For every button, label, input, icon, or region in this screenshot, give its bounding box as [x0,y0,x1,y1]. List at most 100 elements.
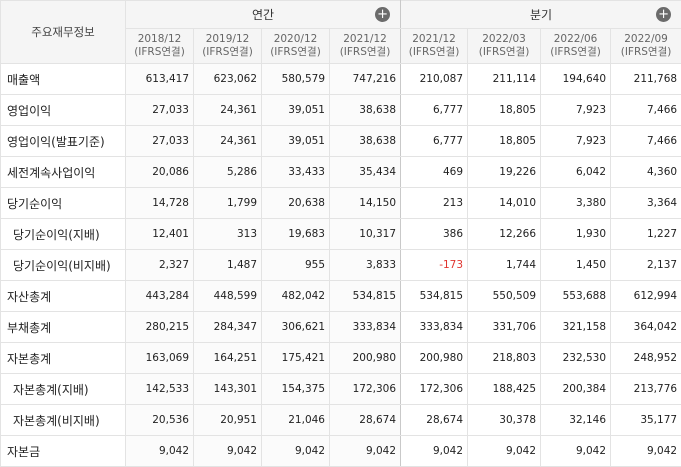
value-cell: 39,051 [262,95,330,126]
period-header: 2019/12(IFRS연결) [194,29,262,64]
value-cell: 32,146 [541,405,611,436]
value-cell: 386 [401,219,468,250]
row-label: 영업이익(발표기준) [1,126,126,157]
value-cell: 1,930 [541,219,611,250]
row-label: 자본금 [1,436,126,467]
value-cell: 7,923 [541,126,611,157]
value-cell: 14,728 [126,188,194,219]
value-cell: 7,466 [611,126,681,157]
value-cell: 333,834 [401,312,468,343]
row-label: 자본총계 [1,343,126,374]
row-label: 세전계속사업이익 [1,157,126,188]
period-basis: (IFRS연결) [194,46,261,59]
value-cell: 27,033 [126,126,194,157]
period-basis: (IFRS연결) [541,46,610,59]
quarter-label: 분기 [530,8,552,22]
value-cell: 194,640 [541,64,611,95]
value-cell: 20,951 [194,405,262,436]
period-basis: (IFRS연결) [262,46,329,59]
value-cell: 747,216 [330,64,401,95]
period-header: 2021/12(IFRS연결) [330,29,401,64]
value-cell: 28,674 [401,405,468,436]
value-cell: 154,375 [262,374,330,405]
period-date: 2022/03 [468,33,540,46]
value-cell: 2,327 [126,250,194,281]
value-cell: 35,177 [611,405,681,436]
value-cell: 6,777 [401,95,468,126]
period-basis: (IFRS연결) [126,46,193,59]
corner-label: 주요재무정보 [1,1,126,64]
period-header: 2022/09(IFRS연결) [611,29,681,64]
row-label: 자본총계(비지배) [1,405,126,436]
annual-expand-plus-icon[interactable]: + [375,7,390,22]
row-label: 자산총계 [1,281,126,312]
value-cell: 4,360 [611,157,681,188]
value-cell: 284,347 [194,312,262,343]
value-cell: 20,086 [126,157,194,188]
value-cell: 20,638 [262,188,330,219]
quarter-expand-plus-icon[interactable]: + [656,7,671,22]
value-cell: 200,980 [330,343,401,374]
value-cell: 9,042 [401,436,468,467]
period-date: 2020/12 [262,33,329,46]
value-cell: 9,042 [194,436,262,467]
value-cell: 443,284 [126,281,194,312]
value-cell: 38,638 [330,126,401,157]
row-label: 부채총계 [1,312,126,343]
period-basis: (IFRS연결) [611,46,681,59]
value-cell: 469 [401,157,468,188]
period-date: 2018/12 [126,33,193,46]
value-cell: 553,688 [541,281,611,312]
value-cell: 3,364 [611,188,681,219]
period-date: 2019/12 [194,33,261,46]
value-cell: 448,599 [194,281,262,312]
row-label: 영업이익 [1,95,126,126]
value-cell: 6,042 [541,157,611,188]
value-cell: 482,042 [262,281,330,312]
period-header: 2022/06(IFRS연결) [541,29,611,64]
value-cell: 211,768 [611,64,681,95]
value-cell: 35,434 [330,157,401,188]
value-cell: 172,306 [401,374,468,405]
value-cell: 1,227 [611,219,681,250]
value-cell: 27,033 [126,95,194,126]
value-cell: 1,450 [541,250,611,281]
period-header: 2021/12(IFRS연결) [401,29,468,64]
row-label: 자본총계(지배) [1,374,126,405]
value-cell: 333,834 [330,312,401,343]
period-header: 2022/03(IFRS연결) [468,29,541,64]
value-cell: 280,215 [126,312,194,343]
period-basis: (IFRS연결) [468,46,540,59]
value-cell: 213 [401,188,468,219]
period-date: 2022/06 [541,33,610,46]
value-cell: 24,361 [194,95,262,126]
value-cell: 19,226 [468,157,541,188]
value-cell: 7,923 [541,95,611,126]
value-cell: 3,833 [330,250,401,281]
value-cell: 9,042 [611,436,681,467]
value-cell: 1,487 [194,250,262,281]
value-cell: 364,042 [611,312,681,343]
value-cell: 39,051 [262,126,330,157]
value-cell: 321,158 [541,312,611,343]
period-header: 2020/12(IFRS연결) [262,29,330,64]
value-cell: 143,301 [194,374,262,405]
value-cell: 21,046 [262,405,330,436]
value-cell: 20,536 [126,405,194,436]
value-cell: 5,286 [194,157,262,188]
value-cell: 9,042 [468,436,541,467]
value-cell: 211,114 [468,64,541,95]
value-cell: 213,776 [611,374,681,405]
value-cell: 955 [262,250,330,281]
